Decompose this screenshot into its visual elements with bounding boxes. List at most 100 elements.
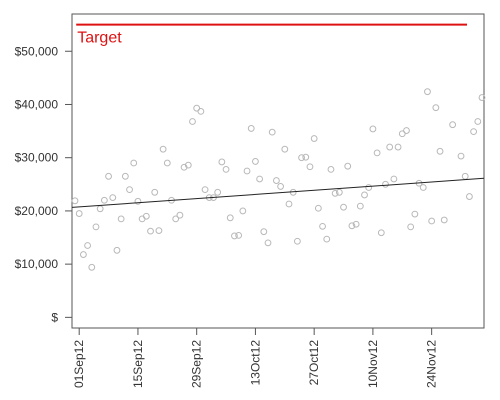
data-point xyxy=(79,251,87,258)
data-point xyxy=(369,125,377,133)
data-point xyxy=(432,104,440,112)
x-tick-label: 27Oct12 xyxy=(307,340,321,386)
x-tick-label: 01Sep12 xyxy=(72,340,86,388)
data-point xyxy=(222,166,230,173)
y-tick-label: $50,000 xyxy=(15,44,59,58)
x-axis: 01Sep12 15Sep12 29Sep12 13Oct12 27Oct12 10Nov… xyxy=(72,328,439,388)
target-label: Target xyxy=(77,30,122,47)
data-point xyxy=(281,145,289,153)
trend-line xyxy=(71,177,485,208)
data-point xyxy=(151,188,159,196)
data-point xyxy=(457,152,465,160)
data-point xyxy=(130,159,138,167)
data-point xyxy=(394,143,402,151)
plot-frame xyxy=(71,13,485,329)
data-point xyxy=(403,127,410,134)
data-point xyxy=(340,203,347,211)
data-point xyxy=(461,172,469,180)
data-point xyxy=(189,118,196,125)
data-point xyxy=(466,193,473,200)
x-tick-label: 24Nov12 xyxy=(425,340,439,388)
y-tick-label: $40,000 xyxy=(15,97,59,111)
data-point xyxy=(344,162,352,170)
data-point xyxy=(184,161,192,169)
data-point xyxy=(105,172,112,180)
data-point xyxy=(335,188,343,196)
data-point xyxy=(285,200,293,208)
data-point xyxy=(407,223,415,231)
data-point xyxy=(142,212,150,220)
data-point xyxy=(327,166,335,173)
data-point xyxy=(314,204,322,212)
data-points xyxy=(71,88,486,271)
data-point xyxy=(377,229,385,237)
data-point xyxy=(218,158,226,166)
data-point xyxy=(247,125,255,132)
data-point xyxy=(470,128,478,136)
data-point xyxy=(428,217,436,225)
data-point xyxy=(382,180,389,188)
data-point xyxy=(172,215,180,223)
data-point xyxy=(478,94,486,101)
data-point xyxy=(138,215,146,223)
data-point xyxy=(323,235,331,243)
x-tick-label: 15Sep12 xyxy=(131,340,145,388)
data-point xyxy=(239,207,247,215)
data-point xyxy=(293,237,301,245)
data-point xyxy=(348,222,356,230)
y-tick-label: $20,000 xyxy=(15,204,59,218)
data-point xyxy=(440,216,448,224)
data-point xyxy=(121,172,129,180)
data-point xyxy=(352,220,360,228)
data-point xyxy=(134,197,142,205)
data-point xyxy=(298,154,305,162)
y-tick-label: $30,000 xyxy=(15,151,59,165)
data-point xyxy=(356,202,364,210)
data-point xyxy=(92,223,100,231)
data-point xyxy=(260,228,268,236)
data-point xyxy=(474,118,482,125)
data-point xyxy=(386,143,394,151)
data-point xyxy=(197,107,205,115)
data-point xyxy=(398,130,406,138)
data-point xyxy=(155,227,163,235)
data-point xyxy=(163,159,171,167)
data-point xyxy=(96,205,104,213)
data-point xyxy=(361,191,368,199)
y-tick-label: $10,000 xyxy=(15,257,59,271)
data-point xyxy=(449,121,457,129)
data-point xyxy=(147,227,154,235)
x-tick-label: 10Nov12 xyxy=(366,340,380,388)
data-point xyxy=(243,167,251,175)
data-point xyxy=(419,184,427,191)
data-point xyxy=(390,175,398,183)
data-point xyxy=(277,183,284,190)
data-point xyxy=(268,128,276,136)
data-point xyxy=(84,242,91,249)
data-point xyxy=(71,197,79,205)
data-point xyxy=(159,145,167,153)
data-point xyxy=(273,177,280,184)
data-point xyxy=(256,175,264,183)
data-point xyxy=(226,214,234,222)
data-point xyxy=(201,186,209,194)
data-point xyxy=(117,215,125,223)
data-point xyxy=(100,196,108,204)
data-point xyxy=(373,149,381,157)
data-point xyxy=(302,153,310,161)
data-point xyxy=(109,194,117,202)
data-point xyxy=(319,222,326,230)
data-point xyxy=(126,186,133,194)
data-point xyxy=(252,158,259,165)
data-point xyxy=(193,104,201,112)
data-point xyxy=(436,147,444,155)
data-point xyxy=(310,135,318,142)
data-point xyxy=(176,211,184,219)
data-point xyxy=(75,210,83,217)
data-point xyxy=(231,232,238,240)
data-point xyxy=(180,163,188,171)
x-tick-label: 29Sep12 xyxy=(190,340,204,388)
data-point xyxy=(411,210,419,218)
x-tick-label: 13Oct12 xyxy=(248,340,262,386)
